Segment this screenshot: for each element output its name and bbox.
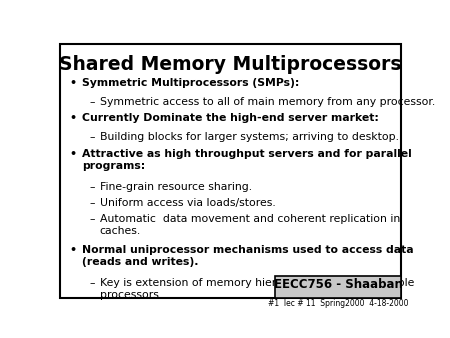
Text: •: • xyxy=(69,245,76,255)
Text: •: • xyxy=(69,114,76,123)
Text: –: – xyxy=(90,182,95,192)
Text: Uniform access via loads/stores.: Uniform access via loads/stores. xyxy=(100,198,275,208)
FancyBboxPatch shape xyxy=(275,276,401,298)
Text: Key is extension of memory hierarchy to support multiple
processors.: Key is extension of memory hierarchy to … xyxy=(100,278,414,300)
Text: Fine-grain resource sharing.: Fine-grain resource sharing. xyxy=(100,182,252,192)
Text: Building blocks for larger systems; arriving to desktop.: Building blocks for larger systems; arri… xyxy=(100,132,399,142)
Text: Attractive as high throughput servers and for parallel
programs:: Attractive as high throughput servers an… xyxy=(82,149,412,171)
Text: •: • xyxy=(69,149,76,159)
Text: –: – xyxy=(90,97,95,107)
Text: –: – xyxy=(90,198,95,208)
Text: #1  lec # 11  Spring2000  4-18-2000: #1 lec # 11 Spring2000 4-18-2000 xyxy=(268,299,408,308)
Text: Automatic  data movement and coherent replication in
caches.: Automatic data movement and coherent rep… xyxy=(100,214,400,236)
Text: –: – xyxy=(90,214,95,224)
Text: –: – xyxy=(90,278,95,288)
Text: –: – xyxy=(90,132,95,142)
Text: Currently Dominate the high-end server market:: Currently Dominate the high-end server m… xyxy=(82,114,379,123)
Text: Shared Memory Multiprocessors: Shared Memory Multiprocessors xyxy=(59,55,402,74)
Text: Normal uniprocessor mechanisms used to access data
(reads and writes).: Normal uniprocessor mechanisms used to a… xyxy=(82,245,414,267)
Text: EECC756 - Shaaban: EECC756 - Shaaban xyxy=(274,279,402,291)
Text: Symmetric Multiprocessors (SMPs):: Symmetric Multiprocessors (SMPs): xyxy=(82,78,300,88)
Text: Symmetric access to all of main memory from any processor.: Symmetric access to all of main memory f… xyxy=(100,97,435,107)
FancyBboxPatch shape xyxy=(60,44,401,298)
Text: •: • xyxy=(69,78,76,88)
